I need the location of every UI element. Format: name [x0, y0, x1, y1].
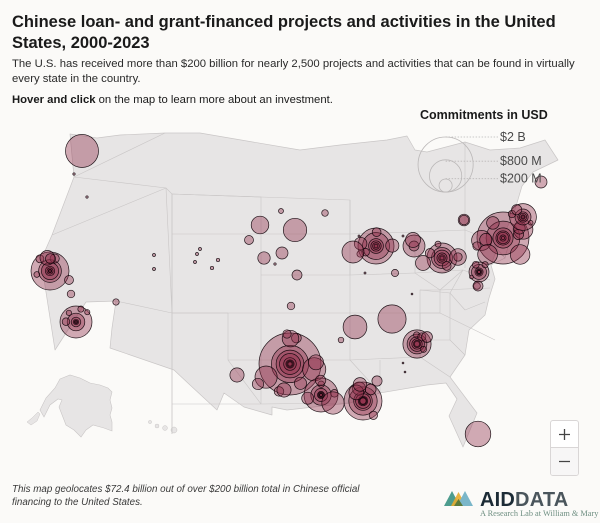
svg-text:$800 M: $800 M — [500, 154, 542, 168]
svg-text:$2 B: $2 B — [500, 130, 526, 144]
svg-text:$200 M: $200 M — [500, 172, 542, 186]
